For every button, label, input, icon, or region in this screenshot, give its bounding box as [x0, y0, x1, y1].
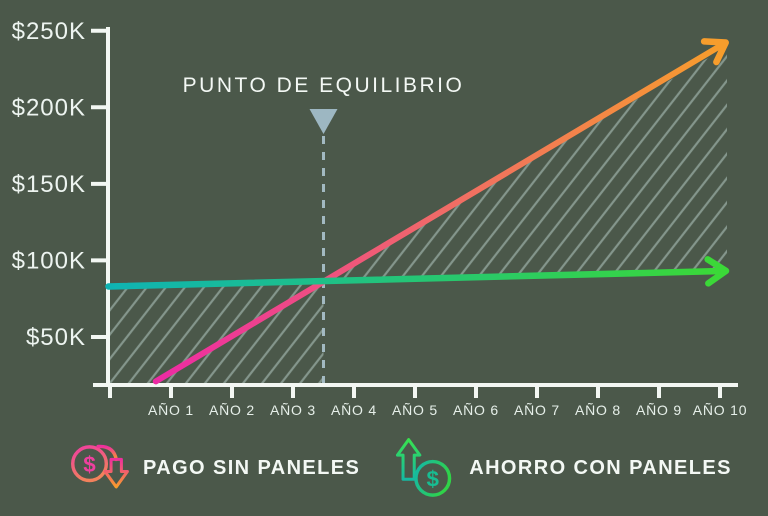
- break-even-triangle-icon: [309, 109, 338, 134]
- y-tick-label: $50K: [26, 324, 86, 351]
- x-tick-label: AÑO 9: [636, 402, 682, 418]
- dollar-symbol: $: [83, 452, 96, 477]
- y-tick-label: $250K: [12, 18, 86, 45]
- hatch-area-left: [109, 281, 324, 383]
- x-tick-label: AÑO 3: [270, 402, 316, 418]
- legend-label-ahorro: AHORRO CON PANELES: [469, 456, 732, 479]
- legend-label-pago: PAGO SIN PANELES: [143, 456, 361, 479]
- x-tick-label: AÑO 4: [331, 402, 377, 418]
- y-tick-label: $200K: [12, 94, 86, 121]
- dollar-coin-up-arrow-icon: $: [396, 438, 452, 497]
- chart-title: PUNTO DE EQUILIBRIO: [182, 74, 465, 97]
- ahorro-arrowhead-icon: [704, 256, 730, 287]
- legend-item-pago: $ PAGO SIN PANELES: [68, 435, 360, 501]
- x-tick-label: AÑO 1: [148, 402, 194, 418]
- y-tick-label: $100K: [12, 247, 86, 274]
- x-tick-label: AÑO 8: [575, 402, 621, 418]
- x-tick-label: AÑO 10: [693, 402, 748, 418]
- ahorro-con-paneles-line: [105, 267, 721, 290]
- break-even-marker: [309, 109, 338, 383]
- x-tick-label: AÑO 5: [392, 402, 438, 418]
- pago-arrowhead-icon: [700, 38, 729, 66]
- x-tick-label: AÑO 6: [453, 402, 499, 418]
- series-lines: [105, 38, 730, 385]
- pago-sin-paneles-line: [152, 43, 723, 385]
- axes: [91, 27, 738, 398]
- y-tick-label: $150K: [12, 171, 86, 198]
- legend-item-ahorro: $ AHORRO CON PANELES: [394, 435, 732, 501]
- dollar-coin-down-arrow-icon: $: [71, 444, 129, 489]
- axis-tick-labels: $50K $100K $150K $200K $250K AÑO 1 AÑO 2 AÑO 3 A…: [12, 18, 748, 418]
- x-tick-label: AÑO 7: [514, 402, 560, 418]
- dollar-symbol: $: [427, 467, 440, 492]
- x-tick-label: AÑO 2: [209, 402, 255, 418]
- legend: $ PAGO SIN PANELES $ AHO: [68, 430, 732, 506]
